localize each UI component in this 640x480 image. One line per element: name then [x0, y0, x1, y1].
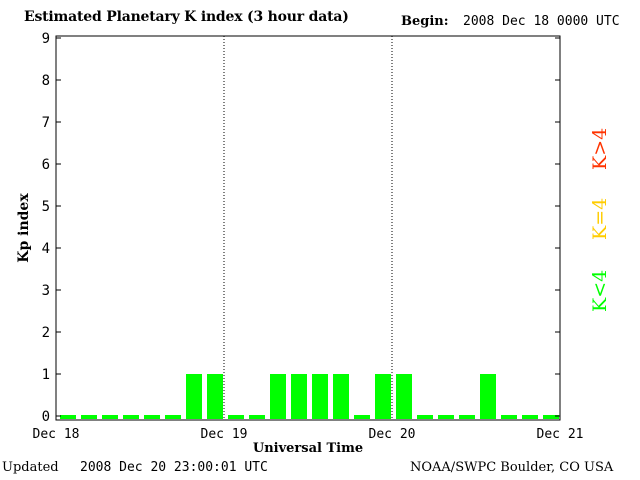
begin-value: 2008 Dec 18 0000 UTC — [463, 14, 620, 29]
y-tick-label: 3 — [42, 283, 50, 299]
kp-bar — [375, 374, 391, 419]
y-tick-label: 2 — [42, 325, 50, 341]
kp-bar — [123, 415, 139, 419]
x-axis-label: Universal Time — [253, 441, 363, 456]
x-ticks: Dec 18 Dec 19 Dec 20 Dec 21 — [33, 427, 584, 442]
kp-bar — [543, 415, 559, 419]
kp-bar — [102, 415, 118, 419]
kp-bar — [459, 415, 475, 419]
kp-bar — [207, 374, 223, 419]
x-tick-label: Dec 21 — [537, 427, 584, 442]
y-tick-label: 4 — [42, 241, 50, 257]
x-tick-label: Dec 20 — [369, 427, 416, 442]
bars-group — [60, 374, 559, 419]
kp-bar — [312, 374, 328, 419]
credit-text: NOAA/SWPC Boulder, CO USA — [410, 460, 614, 475]
kp-bar — [480, 374, 496, 419]
y-axis-label: Kp index — [16, 193, 32, 263]
updated-label: Updated — [2, 460, 59, 475]
kp-bar — [144, 415, 160, 419]
kp-bar — [501, 415, 517, 419]
kp-bar — [186, 374, 202, 419]
y-tick-label: 5 — [42, 199, 50, 215]
y-tick-label: 9 — [42, 31, 50, 47]
y-tick-label: 7 — [42, 115, 50, 131]
kp-bar — [228, 415, 244, 419]
y-tick-label: 6 — [42, 157, 50, 173]
legend-equal: K=4 — [589, 197, 611, 240]
kp-bar — [396, 374, 412, 419]
kp-bar — [81, 415, 97, 419]
y-tick-label: 0 — [42, 409, 50, 425]
kp-bar — [354, 415, 370, 419]
kp-bar — [438, 415, 454, 419]
kp-bar — [333, 374, 349, 419]
kp-bar — [291, 374, 307, 419]
x-tick-label: Dec 19 — [201, 427, 248, 442]
y-ticks: 0 1 2 3 4 5 6 7 8 9 — [42, 31, 560, 425]
kp-bar — [417, 415, 433, 419]
y-tick-label: 8 — [42, 73, 50, 89]
kp-bar — [522, 415, 538, 419]
kp-bar — [165, 415, 181, 419]
x-tick-label: Dec 18 — [33, 427, 80, 442]
chart-title: Estimated Planetary K index (3 hour data… — [24, 9, 349, 25]
y-tick-label: 1 — [42, 367, 50, 383]
kp-bar — [60, 415, 76, 419]
kp-bar — [249, 415, 265, 419]
legend-high: K>4 — [589, 127, 611, 170]
begin-label: Begin: — [401, 14, 449, 29]
legend-low: K<4 — [589, 269, 611, 312]
kp-bar — [270, 374, 286, 419]
updated-value: 2008 Dec 20 23:00:01 UTC — [80, 460, 268, 475]
plot-frame — [55, 35, 561, 421]
day-separators — [223, 36, 393, 420]
